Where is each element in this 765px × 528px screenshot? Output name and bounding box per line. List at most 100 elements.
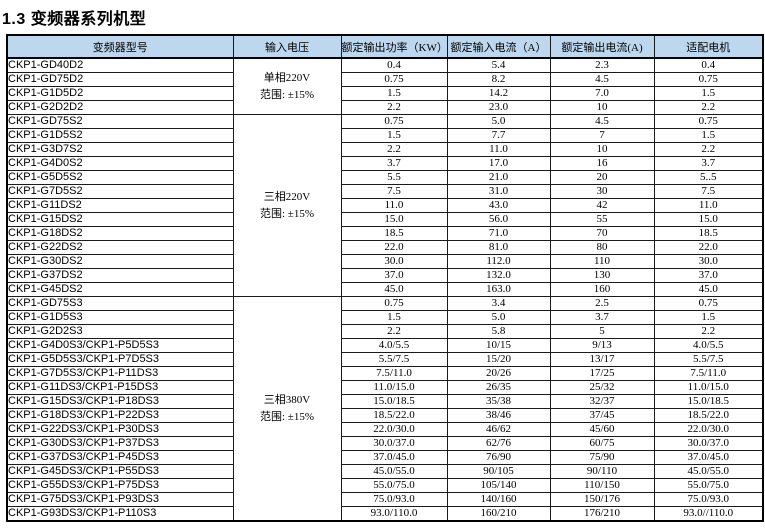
input-current-cell: 20/26 (446, 366, 551, 381)
power-cell: 0.75 (340, 72, 448, 87)
motor-cell: 55.0/75.0 (653, 478, 764, 493)
power-cell: 5.5 (340, 170, 448, 185)
motor-cell: 0.75 (653, 296, 764, 311)
motor-cell: 5..5 (653, 170, 764, 185)
motor-cell: 2.2 (653, 324, 764, 339)
input-current-cell: 140/160 (446, 492, 551, 507)
output-current-cell: 3.7 (549, 310, 655, 325)
table-row: CKP1-G93DS3/CKP1-P110S3 93.0/110.0 160/210… (6, 506, 764, 522)
power-cell: 0.4 (340, 57, 448, 73)
power-cell: 0.75 (340, 296, 448, 311)
output-current-cell: 7 (549, 128, 655, 143)
model-cell: CKP1-G22DS3/CKP1-P30DS3 (6, 422, 234, 437)
power-cell: 1.5 (340, 128, 448, 143)
power-cell: 22.0 (340, 240, 448, 255)
power-cell: 1.5 (340, 86, 448, 101)
input-current-cell: 15/20 (446, 352, 551, 367)
table-row: CKP1-G18DS2 18.5 71.0 70 18.5 (6, 226, 764, 241)
output-current-cell: 55 (549, 212, 655, 227)
table-row: CKP1-G37DS3/CKP1-P45DS3 37.0/45.0 76/90 75/… (6, 450, 764, 465)
table-row: CKP1-G18DS3/CKP1-P22DS3 18.5/22.0 38/46 37/… (6, 408, 764, 423)
power-cell: 4.0/5.5 (340, 338, 448, 353)
header-model: 变频器型号 (6, 34, 234, 59)
input-current-cell: 5.4 (446, 57, 551, 73)
motor-cell: 18.5 (653, 226, 764, 241)
model-cell: CKP1-GD75S2 (6, 114, 234, 129)
motor-cell: 2.2 (653, 100, 764, 115)
model-cell: CKP1-G18DS2 (6, 226, 234, 241)
motor-cell: 15.0 (653, 212, 764, 227)
motor-cell: 2.2 (653, 142, 764, 157)
table-row: CKP1-G11DS3/CKP1-P15DS3 11.0/15.0 26/35 25/… (6, 380, 764, 395)
output-current-cell: 42 (549, 198, 655, 213)
power-cell: 55.0/75.0 (340, 478, 448, 493)
model-cell: CKP1-G75DS3/CKP1-P93DS3 (6, 492, 234, 507)
input-current-cell: 21.0 (446, 170, 551, 185)
model-cell: CKP1-G37DS3/CKP1-P45DS3 (6, 450, 234, 465)
input-current-cell: 76/90 (446, 450, 551, 465)
motor-cell: 7.5/11.0 (653, 366, 764, 381)
input-current-cell: 11.0 (446, 142, 551, 157)
motor-cell: 22.0 (653, 240, 764, 255)
output-current-cell: 80 (549, 240, 655, 255)
output-current-cell: 60/75 (549, 436, 655, 451)
motor-cell: 0.75 (653, 114, 764, 129)
table-row: CKP1-G1D5D2 1.5 14.2 7.0 1.5 (6, 86, 764, 101)
output-current-cell: 13/17 (549, 352, 655, 367)
model-cell: CKP1-G45DS3/CKP1-P55DS3 (6, 464, 234, 479)
model-cell: CKP1-G5D5S3/CKP1-P7D5S3 (6, 352, 234, 367)
model-cell: CKP1-G30DS2 (6, 254, 234, 269)
motor-cell: 11.0 (653, 198, 764, 213)
voltage-range: 范围: ±15% (259, 207, 314, 220)
table-row: CKP1-G45DS2 45.0 163.0 160 45.0 (6, 282, 764, 297)
input-current-cell: 10/15 (446, 338, 551, 353)
input-current-cell: 105/140 (446, 478, 551, 493)
input-current-cell: 5.0 (446, 114, 551, 129)
voltage-value: 三相220V (263, 190, 311, 203)
motor-cell: 45.0 (653, 282, 764, 297)
power-cell: 7.5 (340, 184, 448, 199)
model-cell: CKP1-G45DS2 (6, 282, 234, 297)
table-row: CKP1-G15DS2 15.0 56.0 55 15.0 (6, 212, 764, 227)
table-row: CKP1-G75DS3/CKP1-P93DS3 75.0/93.0 140/160 1… (6, 492, 764, 507)
input-current-cell: 81.0 (446, 240, 551, 255)
input-voltage-cell: 三相380V 范围: ±15% (232, 296, 342, 522)
table-row: CKP1-G15DS3/CKP1-P18DS3 15.0/18.5 35/38 32/… (6, 394, 764, 409)
model-cell: CKP1-G2D2D2 (6, 100, 234, 115)
input-current-cell: 17.0 (446, 156, 551, 171)
power-cell: 7.5/11.0 (340, 366, 448, 381)
motor-cell: 45.0/55.0 (653, 464, 764, 479)
output-current-cell: 75/90 (549, 450, 655, 465)
table-row: CKP1-G2D2S3 2.2 5.8 5 2.2 (6, 324, 764, 339)
power-cell: 45.0 (340, 282, 448, 297)
motor-cell: 1.5 (653, 128, 764, 143)
motor-cell: 7.5 (653, 184, 764, 199)
power-cell: 3.7 (340, 156, 448, 171)
model-cell: CKP1-G15DS2 (6, 212, 234, 227)
output-current-cell: 7.0 (549, 86, 655, 101)
model-cell: CKP1-G11DS2 (6, 198, 234, 213)
voltage-range: 范围: ±15% (259, 88, 314, 101)
power-cell: 11.0/15.0 (340, 380, 448, 395)
voltage-value: 单相220V (263, 71, 311, 84)
output-current-cell: 10 (549, 142, 655, 157)
model-cell: CKP1-G11DS3/CKP1-P15DS3 (6, 380, 234, 395)
header-input-voltage: 输入电压 (232, 34, 342, 59)
input-current-cell: 62/76 (446, 436, 551, 451)
table-row: CKP1-G4D0S2 3.7 17.0 16 3.7 (6, 156, 764, 171)
model-cell: CKP1-G4D0S3/CKP1-P5D5S3 (6, 338, 234, 353)
output-current-cell: 110 (549, 254, 655, 269)
motor-cell: 93.0//110.0 (653, 506, 764, 522)
table-row: CKP1-G37DS2 37.0 132.0 130 37.0 (6, 268, 764, 283)
output-current-cell: 16 (549, 156, 655, 171)
power-cell: 18.5 (340, 226, 448, 241)
output-current-cell: 2.3 (549, 57, 655, 73)
motor-cell: 0.4 (653, 57, 764, 73)
output-current-cell: 176/210 (549, 506, 655, 522)
motor-cell: 4.0/5.5 (653, 338, 764, 353)
motor-cell: 75.0/93.0 (653, 492, 764, 507)
table-row: CKP1-G4D0S3/CKP1-P5D5S3 4.0/5.5 10/15 9/13 4… (6, 338, 764, 353)
power-cell: 15.0 (340, 212, 448, 227)
output-current-cell: 32/37 (549, 394, 655, 409)
output-current-cell: 25/32 (549, 380, 655, 395)
